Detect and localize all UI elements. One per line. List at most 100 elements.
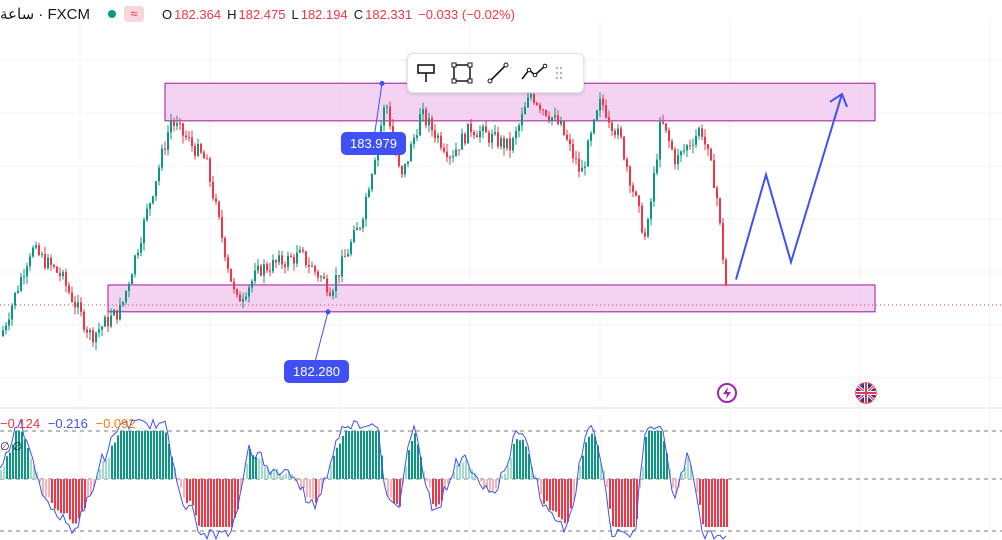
histogram-bar: [21, 431, 23, 479]
candle: [290, 255, 292, 257]
candle: [77, 302, 79, 308]
candle: [533, 94, 535, 103]
candle: [275, 260, 277, 263]
histogram-bar: [375, 431, 377, 479]
histogram-bar: [624, 479, 626, 527]
candle: [419, 114, 421, 136]
histogram-bar: [621, 479, 623, 527]
candle: [116, 310, 118, 320]
projection-arrowhead: [829, 92, 848, 108]
histogram-bar: [711, 479, 713, 527]
candle: [203, 152, 205, 159]
histogram-bar: [33, 465, 35, 479]
candle: [260, 265, 262, 276]
candle: [725, 259, 727, 286]
histogram-bar: [363, 431, 365, 479]
candle: [146, 208, 148, 220]
wave-icon[interactable]: ≈: [123, 6, 144, 22]
candle: [68, 285, 70, 293]
candle: [86, 329, 88, 333]
candle: [227, 257, 229, 269]
histogram-bar: [285, 473, 287, 479]
projection-path[interactable]: [735, 92, 848, 280]
candle: [200, 144, 202, 153]
candle: [101, 326, 103, 330]
top-level-label[interactable]: 183.979: [341, 132, 406, 155]
histogram-bar: [663, 441, 665, 479]
candle: [119, 304, 121, 320]
candle: [41, 254, 43, 256]
histogram-bar: [165, 432, 167, 479]
candle: [467, 123, 469, 144]
candle: [239, 294, 241, 302]
candle: [518, 125, 520, 132]
candle: [50, 257, 52, 265]
candle: [311, 265, 313, 267]
candle: [590, 133, 592, 141]
path-tool-icon[interactable]: [516, 54, 552, 92]
histogram-bar: [225, 479, 227, 527]
histogram-bar: [459, 464, 461, 479]
candle: [677, 155, 679, 165]
histogram-bar: [648, 431, 650, 479]
candle: [551, 117, 553, 121]
candle: [542, 109, 544, 111]
symbol-title[interactable]: ساعة · FXCM: [0, 6, 90, 23]
candle: [632, 185, 634, 192]
open-value: 182.364: [174, 6, 222, 22]
candle: [494, 132, 496, 135]
histogram-bar: [117, 435, 119, 479]
lightning-event-icon[interactable]: [717, 383, 737, 403]
candle: [539, 104, 541, 110]
candle: [461, 133, 463, 150]
drag-handle-icon[interactable]: [552, 54, 566, 92]
histogram-bar: [123, 431, 125, 479]
rectangle-tool-icon[interactable]: [444, 54, 480, 92]
candle: [254, 270, 256, 282]
candle: [62, 272, 64, 277]
candle: [389, 106, 391, 127]
candle: [257, 265, 259, 271]
candle: [281, 255, 283, 265]
candle: [431, 118, 433, 131]
histogram-bar: [606, 479, 608, 487]
candle: [38, 245, 40, 256]
histogram-bar: [543, 479, 545, 504]
candle: [323, 276, 325, 279]
candle: [134, 255, 136, 275]
histogram-bar: [699, 479, 701, 505]
histogram-bar: [348, 431, 350, 479]
histogram-bar: [66, 479, 68, 513]
candle: [398, 154, 400, 167]
uk-flag-icon[interactable]: [855, 382, 877, 404]
histogram-bar: [102, 460, 104, 479]
histogram-bar: [591, 433, 593, 479]
histogram-bar: [60, 479, 62, 514]
histogram-bar: [57, 479, 59, 511]
histogram-bar: [408, 450, 410, 479]
candle: [713, 160, 715, 188]
trend-line-tool-icon[interactable]: [480, 54, 516, 92]
histogram-bar: [561, 479, 563, 520]
histogram-bar: [342, 435, 344, 479]
histogram-bar: [219, 479, 221, 527]
marker-tool-icon[interactable]: [408, 54, 444, 92]
histogram-bar: [453, 472, 455, 479]
osc-row-label: ∅ ∅: [0, 441, 23, 453]
histogram-bar: [120, 431, 122, 479]
histogram-bar: [462, 462, 464, 479]
bottom-level-label[interactable]: 182.280: [284, 360, 349, 383]
candle: [455, 149, 457, 156]
candle: [599, 98, 601, 111]
histogram-bar: [480, 479, 482, 482]
histogram-bar: [177, 479, 179, 481]
candle: [110, 315, 112, 327]
histogram-bar: [90, 479, 92, 495]
candle: [263, 264, 265, 276]
candle: [716, 187, 718, 199]
candle: [356, 227, 358, 231]
histogram-bar: [24, 439, 26, 479]
candle: [89, 330, 91, 333]
histogram-bar: [111, 445, 113, 479]
